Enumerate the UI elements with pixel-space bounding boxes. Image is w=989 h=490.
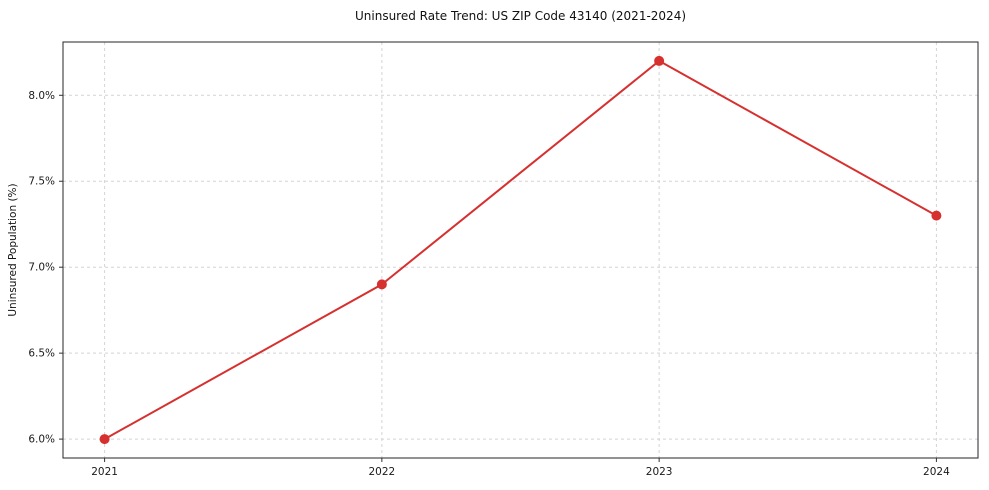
y-tick-label: 6.0% [28,434,55,446]
x-tick-label: 2024 [923,466,950,478]
trend-line [103,59,938,441]
x-tick-label: 2022 [368,466,395,478]
data-point [654,55,665,66]
y-tick-label: 7.5% [28,176,55,188]
x-tick-label: 2021 [91,466,118,478]
axes-frame [62,41,979,459]
x-tick-label: 2023 [646,466,673,478]
y-tick-label: 7.0% [28,262,55,274]
data-point [931,210,942,221]
y-tick-label: 8.0% [28,90,55,102]
y-tick-label: 6.5% [28,348,55,360]
chart-title: Uninsured Rate Trend: US ZIP Code 43140 … [354,9,687,23]
data-point [376,279,387,290]
data-point [99,434,110,445]
